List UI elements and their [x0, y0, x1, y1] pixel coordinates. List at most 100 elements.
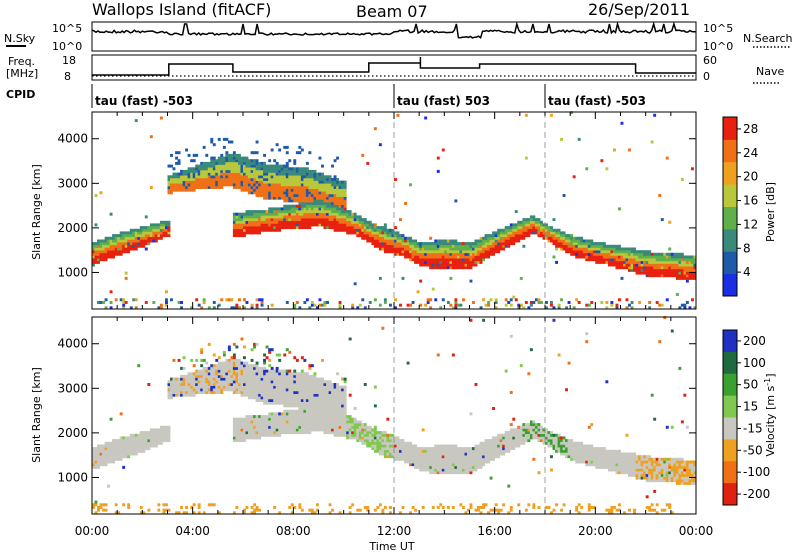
- vel-cell-771: [253, 383, 256, 386]
- vel-cell-1829: [404, 458, 407, 461]
- vel-cell-1660: [359, 426, 362, 429]
- power-cell-1253: [303, 194, 306, 197]
- vel-cell-396: [198, 375, 201, 378]
- power-cell-585: [233, 213, 236, 216]
- power-cell-712: [246, 167, 249, 170]
- vel-cell-515: [223, 375, 226, 378]
- power-cell-1491: [331, 215, 334, 218]
- power-cell-2113: [467, 264, 470, 267]
- vel-cell-1460: [326, 380, 329, 383]
- power-cell-2400: [545, 237, 548, 240]
- power-cell-287: [170, 191, 173, 194]
- vel-cell-1635: [351, 418, 354, 421]
- vel-cell-244: [160, 439, 163, 442]
- vel-cell-682: [243, 346, 246, 349]
- power-cell-1622: [349, 223, 352, 226]
- power-cell-564: [230, 181, 233, 184]
- power-cell-2814: [658, 264, 661, 267]
- power-cell-2125: [470, 261, 473, 264]
- power-cell-1525: [334, 181, 337, 184]
- vel-cell-813: [258, 426, 261, 429]
- vel-cell-241: [157, 431, 160, 434]
- power-cell-513: [220, 167, 223, 170]
- power-cell-2188: [485, 245, 488, 248]
- power-cell-251: [160, 229, 163, 232]
- power-cell-708: [246, 178, 249, 181]
- vel-cell-808: [258, 509, 261, 512]
- power-cell-1731: [379, 248, 382, 251]
- power-cell-868: [263, 213, 266, 216]
- vel-cell-1201: [298, 402, 301, 405]
- power-cell-1007: [278, 210, 281, 213]
- power-cell-955: [273, 223, 276, 226]
- vel-cell-1686: [366, 436, 369, 439]
- power-cell-841: [261, 229, 264, 232]
- power-cell-1194: [298, 218, 301, 221]
- power-cell-2498: [573, 175, 576, 178]
- vel-cell-1106: [288, 391, 291, 394]
- vel-cell-1398: [319, 380, 322, 383]
- vel-cell-200: [145, 442, 148, 445]
- power-cell-567: [230, 173, 233, 176]
- vel-cell-549: [230, 388, 233, 391]
- power-cell-1969: [437, 261, 440, 264]
- vel-cell-1372: [316, 396, 319, 399]
- power-cell-2838: [663, 256, 666, 259]
- power-cell-2302: [515, 226, 518, 229]
- power-cell-2779: [651, 274, 654, 277]
- power-cell-1818: [399, 245, 402, 248]
- power-cell-1897: [419, 248, 422, 251]
- power-cell-2074: [457, 256, 460, 259]
- power-cell-1381: [319, 223, 322, 226]
- vel-cell-1387: [319, 410, 322, 413]
- power-cell-1501: [331, 189, 334, 192]
- power-cell-965: [273, 189, 276, 192]
- power-cell-1192: [298, 223, 301, 226]
- power-cell-2514: [578, 242, 581, 245]
- vel-cell-760: [253, 428, 256, 431]
- vel-cell-29: [97, 450, 100, 453]
- vel-cell-1698: [369, 426, 372, 429]
- vel-cell-1057: [283, 391, 286, 394]
- vel-cell-793: [256, 396, 259, 399]
- power-cell-990: [276, 183, 279, 186]
- power-cell-742: [251, 229, 254, 232]
- power-cell-2271: [507, 240, 510, 243]
- vel-cell-21: [97, 509, 100, 512]
- power-cell-697: [246, 226, 249, 229]
- power-cell-1116: [288, 167, 291, 170]
- vel-cell-501: [220, 383, 223, 386]
- power-cell-2677: [623, 250, 626, 253]
- vel-cell-1578: [341, 396, 344, 399]
- vel-cell-460: [213, 391, 216, 394]
- power-cell-1367: [316, 202, 319, 205]
- power-cell-229: [152, 229, 155, 232]
- vel-cell-659: [243, 439, 246, 442]
- power-cell-590: [233, 175, 236, 178]
- power-cell-2444: [558, 237, 561, 240]
- power-cell-2687: [626, 250, 629, 253]
- vel-cell-1515: [334, 402, 337, 405]
- power-cell-1813: [397, 114, 400, 117]
- power-cell-1658: [359, 231, 362, 234]
- vel-cell-302: [175, 383, 178, 386]
- vel-cell-97: [115, 445, 118, 448]
- vel-cell-981: [276, 412, 279, 415]
- power-cell-738: [248, 159, 251, 162]
- power-cell-844: [261, 221, 264, 224]
- vel-cell-56: [105, 458, 108, 461]
- power-cell-1652: [356, 223, 359, 226]
- vel-cell-1021: [278, 354, 281, 357]
- vel-cell-1479: [329, 388, 332, 391]
- vel-cell-225: [152, 434, 155, 437]
- vel-cell-1781: [389, 436, 392, 439]
- power-cell-2030: [449, 266, 452, 269]
- power-cell-1062: [283, 175, 286, 178]
- power-cell-2627: [610, 250, 613, 253]
- power-cell-1003: [278, 221, 281, 224]
- power-cell-1193: [298, 221, 301, 224]
- power-cell-878: [263, 175, 266, 178]
- power-cell-1396: [319, 183, 322, 186]
- vel-cell-643: [241, 394, 244, 397]
- power-cell-1759: [384, 231, 387, 234]
